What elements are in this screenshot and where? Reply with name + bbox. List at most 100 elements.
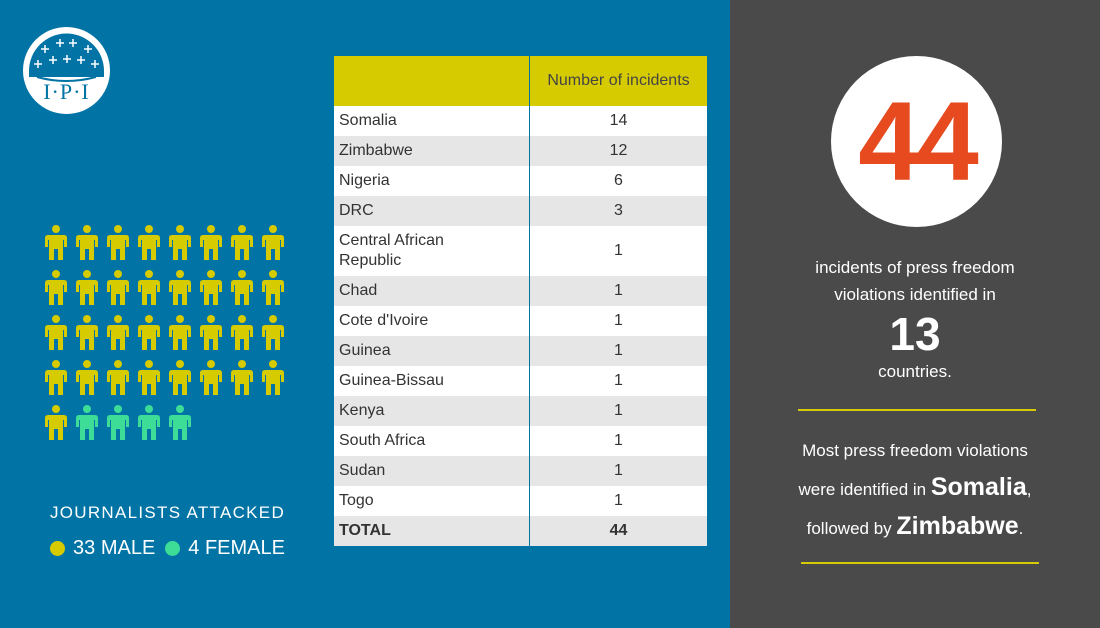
summary-line-1: Most press freedom violations (802, 441, 1028, 460)
stat-line-2: violations identified in (834, 285, 996, 304)
male-person-icon (231, 315, 253, 350)
male-person-icon (45, 360, 67, 395)
male-person-icon (76, 360, 98, 395)
summary-lead: were identified in (798, 480, 931, 499)
logo-text: I·P·I (43, 79, 90, 104)
table-header-country (334, 56, 530, 106)
country-cell: South Africa (334, 426, 530, 456)
male-person-icon (107, 315, 129, 350)
incidents-number: 44 (858, 78, 979, 204)
incidents-cell: 1 (529, 426, 707, 456)
male-person-icon (200, 225, 222, 260)
male-person-icon (200, 360, 222, 395)
male-dot-icon (50, 541, 66, 556)
gender-legend: 33 MALE 4 FEMALE (30, 537, 305, 560)
male-person-icon (231, 360, 253, 395)
table-row: Nigeria 6 (334, 166, 707, 196)
table-row: Cote d'Ivoire 1 (334, 306, 707, 336)
stat-line-3: countries. (878, 362, 952, 381)
male-person-icon (138, 360, 160, 395)
male-person-icon (138, 225, 160, 260)
summary-line-3: followed by Zimbabwe. (760, 508, 1070, 547)
top-country-2: Zimbabwe (896, 512, 1019, 540)
table-row: Chad 1 (334, 276, 707, 306)
incidents-cell: 1 (529, 396, 707, 426)
incidents-cell: 6 (529, 166, 707, 196)
summary-comma: , (1026, 480, 1032, 499)
male-person-icon (200, 270, 222, 305)
male-person-icon (45, 225, 67, 260)
male-person-icon (76, 270, 98, 305)
table-header-incidents: Number of incidents (529, 56, 707, 106)
incidents-cell: 1 (529, 366, 707, 396)
male-person-icon (262, 360, 284, 395)
summary-line-2: were identified in Somalia, (760, 469, 1070, 508)
male-person-icon (200, 315, 222, 350)
incidents-cell: 1 (529, 306, 707, 336)
table-row: Guinea-Bissau 1 (334, 366, 707, 396)
male-person-icon (107, 360, 129, 395)
ipi-logo: I·P·I (23, 27, 110, 114)
table-row: Central African Republic 1 (334, 226, 707, 276)
incidents-cell: 14 (529, 106, 707, 136)
incidents-cell: 1 (529, 226, 707, 276)
divider-top (798, 409, 1036, 411)
journalists-pictogram (45, 225, 295, 450)
male-person-icon (231, 225, 253, 260)
male-person-icon (45, 315, 67, 350)
country-cell: Somalia (334, 106, 530, 136)
male-person-icon (76, 225, 98, 260)
female-person-icon (76, 405, 98, 440)
country-cell: Zimbabwe (334, 136, 530, 166)
male-person-icon (76, 315, 98, 350)
total-label: TOTAL (334, 516, 530, 546)
country-cell: Sudan (334, 456, 530, 486)
table-row: Sudan 1 (334, 456, 707, 486)
summary-follow: followed by (806, 519, 897, 538)
male-person-icon (138, 315, 160, 350)
country-cell: Central African Republic (334, 226, 530, 276)
journalists-caption: JOURNALISTS ATTACKED (49, 503, 286, 522)
total-value: 44 (529, 516, 707, 546)
male-person-icon (169, 315, 191, 350)
incidents-cell: 1 (529, 486, 707, 516)
country-cell: Nigeria (334, 166, 530, 196)
top-country-1: Somalia (930, 473, 1027, 501)
summary-period: . (1018, 519, 1024, 538)
table-row: Guinea 1 (334, 336, 707, 366)
male-person-icon (262, 225, 284, 260)
male-person-icon (231, 270, 253, 305)
table-row: Somalia 14 (334, 106, 707, 136)
male-person-icon (45, 405, 67, 440)
table-row: DRC 3 (334, 196, 707, 226)
incidents-cell: 12 (529, 136, 707, 166)
legend-male: 33 MALE (50, 537, 155, 560)
country-cell: DRC (334, 196, 530, 226)
country-cell: Togo (334, 486, 530, 516)
table-row: South Africa 1 (334, 426, 707, 456)
country-cell: Guinea (334, 336, 530, 366)
male-person-icon (107, 225, 129, 260)
incidents-cell: 1 (529, 276, 707, 306)
incidents-cell: 3 (529, 196, 707, 226)
table-row: Kenya 1 (334, 396, 707, 426)
table-total-row: TOTAL 44 (334, 516, 707, 546)
male-person-icon (169, 225, 191, 260)
male-person-icon (262, 270, 284, 305)
male-person-icon (169, 360, 191, 395)
stat-line-1: incidents of press freedom (815, 258, 1015, 277)
male-person-icon (169, 270, 191, 305)
table-row: Togo 1 (334, 486, 707, 516)
female-dot-icon (165, 541, 181, 556)
summary-text: Most press freedom violations were ident… (760, 433, 1070, 547)
female-person-icon (138, 405, 160, 440)
legend-female: 4 FEMALE (165, 537, 285, 560)
countries-number: 13 (889, 308, 941, 360)
country-cell: Chad (334, 276, 530, 306)
incidents-cell: 1 (529, 336, 707, 366)
table-row: Zimbabwe 12 (334, 136, 707, 166)
male-person-icon (107, 270, 129, 305)
country-cell: Kenya (334, 396, 530, 426)
incidents-cell: 1 (529, 456, 707, 486)
male-person-icon (262, 315, 284, 350)
